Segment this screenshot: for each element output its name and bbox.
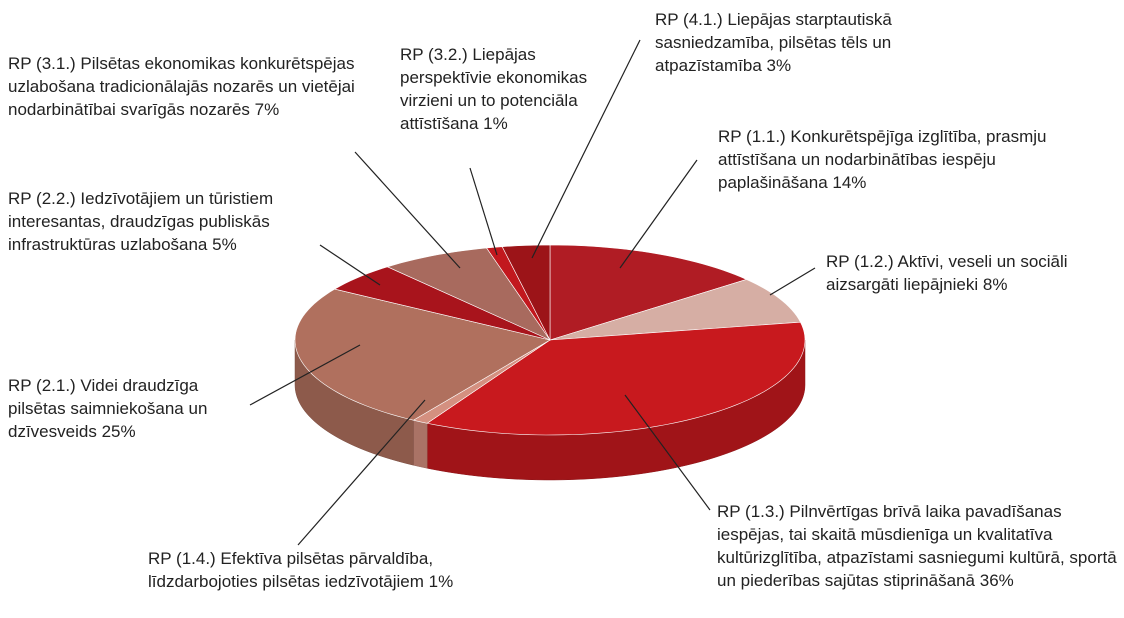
slice-label: RP (1.1.) Konkurētspējīga izglītība, pra…	[718, 125, 1103, 194]
slice	[549, 244, 748, 341]
pie-top	[294, 244, 806, 436]
category-label: RP (3.2.) Liepājas perspektīvie ekonomik…	[400, 45, 588, 133]
leader-line	[354, 151, 461, 269]
leader-line	[297, 399, 426, 546]
value-label: 1%	[483, 114, 508, 133]
leader-line	[469, 167, 498, 256]
value-label: 8%	[982, 275, 1008, 294]
slice-label: RP (4.1.) Liepājas starptautiskā sasnied…	[655, 8, 920, 77]
value-label: 7%	[254, 100, 280, 119]
slice-label: RP (2.2.) Iedzīvotājiem un tūristiem int…	[8, 187, 358, 256]
category-label: RP (1.4.) Efektīva pilsētas pārvaldība, …	[148, 549, 434, 591]
leader-line	[319, 244, 381, 286]
value-label: 14%	[832, 173, 867, 192]
slice-label: RP (1.2.) Aktīvi, veseli un sociāli aizs…	[826, 250, 1116, 296]
value-label: 1%	[428, 572, 454, 591]
leader-line	[769, 267, 816, 296]
category-label: RP (3.1.) Pilsētas ekonomikas konkurētsp…	[8, 54, 355, 119]
slice	[294, 288, 551, 421]
category-label: RP (4.1.) Liepājas starptautiskā sasnied…	[655, 10, 892, 75]
leader-line	[249, 344, 361, 406]
value-label: 5%	[212, 235, 237, 254]
slice-label: RP (3.2.) Liepājas perspektīvie ekonomik…	[400, 43, 590, 135]
category-label: RP (2.2.) Iedzīvotājiem un tūristiem int…	[8, 189, 274, 254]
slice	[501, 244, 551, 341]
leader-line	[531, 39, 641, 259]
value-label: 25%	[101, 422, 136, 441]
slice-label: RP (1.3.) Pilnvērtīgas brīvā laika pavad…	[717, 500, 1117, 592]
category-label: RP (1.2.) Aktīvi, veseli un sociāli aizs…	[826, 252, 1068, 294]
slice-side	[413, 419, 428, 469]
slice-label: RP (1.4.) Efektīva pilsētas pārvaldība, …	[148, 547, 518, 593]
leader-line	[624, 394, 711, 511]
leader-line	[619, 159, 698, 269]
slice	[426, 321, 806, 436]
value-label: 3%	[766, 56, 792, 75]
slice	[333, 266, 551, 341]
category-label: RP (2.1.) Videi draudzīga pilsētas saimn…	[8, 376, 208, 441]
slice	[549, 279, 801, 341]
slice-label: RP (3.1.) Pilsētas ekonomikas konkurētsp…	[8, 52, 373, 121]
category-label: RP (1.3.) Pilnvērtīgas brīvā laika pavad…	[717, 502, 1117, 590]
slice-label: RP (2.1.) Videi draudzīga pilsētas saimn…	[8, 374, 248, 443]
category-label: RP (1.1.) Konkurētspējīga izglītība, pra…	[718, 127, 1047, 192]
value-label: 36%	[979, 571, 1014, 590]
slice	[386, 247, 551, 341]
